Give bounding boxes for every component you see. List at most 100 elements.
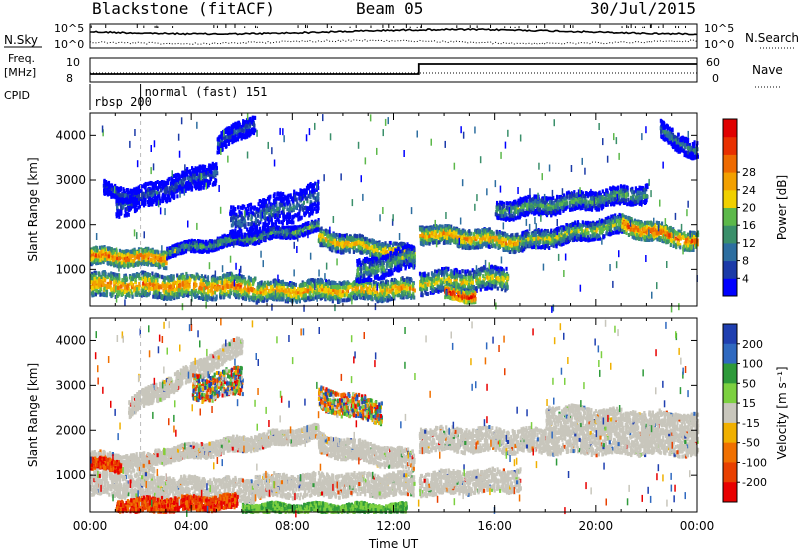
nsearch-tick-low: 10^0 [704,38,734,51]
data-cell [91,256,95,261]
data-cell [505,241,508,246]
data-cell [106,246,109,251]
data-cell [136,251,139,255]
data-cell [515,246,518,251]
data-cell [253,241,256,246]
data-cell [504,245,507,250]
data-cell [373,244,376,249]
data-cell [639,233,642,237]
data-cell [511,247,514,252]
data-cell [445,227,448,232]
data-cell [527,233,530,238]
data-cell [124,250,127,255]
data-cell [162,262,165,267]
data-cell [236,240,239,245]
data-cell [181,248,184,253]
data-cell [424,241,427,246]
data-cell [124,254,127,259]
data-cell [346,242,349,247]
data-cell [99,254,102,259]
data-cell [150,257,153,262]
data-cell [606,219,609,224]
data-cell [562,225,565,230]
data-cell [119,264,122,269]
data-cell [684,239,688,244]
data-cell [290,233,293,238]
data-cell [162,252,165,257]
data-cell [162,283,165,288]
data-cell [154,253,157,258]
data-cell [276,225,279,230]
data-cell [506,236,509,241]
data-cell [142,259,145,264]
data-cell [102,252,105,256]
data-cell [453,230,456,235]
data-cell [495,229,498,234]
data-cell [189,246,193,251]
data-cell [504,232,507,237]
data-cell [593,226,596,231]
data-cell [145,257,148,262]
data-cell [117,257,120,262]
data-cell [241,296,245,301]
data-cell [106,260,109,265]
data-cell [107,254,110,259]
data-cell [532,233,535,238]
data-cell [185,279,188,284]
data-cell [138,249,141,253]
data-cell [91,252,95,257]
data-cell [639,224,642,229]
data-cell [693,231,696,235]
data-cell [185,243,188,248]
data-cell [213,239,217,244]
data-cell [151,271,154,276]
data-cell [313,221,317,226]
data-cell [366,249,369,254]
data-cell [500,241,503,246]
data-cell [448,229,452,234]
data-cell [669,227,673,232]
data-cell [533,237,536,241]
data-cell [432,240,435,245]
data-cell [96,254,99,259]
data-cell [125,249,128,254]
data-cell [205,246,209,251]
data-cell [331,246,334,251]
data-cell [317,220,320,225]
data-cell [357,244,360,249]
data-cell [501,237,504,241]
nave-line [90,63,697,75]
data-cell [202,244,205,249]
data-cell [353,233,356,238]
data-cell [193,239,196,243]
data-cell [593,221,597,226]
data-cell [120,253,123,258]
data-cell [328,246,331,251]
data-cell [461,229,464,234]
data-cell [122,250,125,255]
data-cell [289,236,292,241]
data-cell [565,225,568,230]
data-cell [428,241,431,246]
data-cell [279,227,282,232]
data-cell [227,238,230,243]
data-cell [621,224,624,229]
data-cell [306,222,309,227]
data-cell [163,261,167,266]
data-cell [639,220,642,225]
data-cell [668,233,671,238]
data-cell [205,240,208,245]
data-cell [487,244,490,249]
data-cell [93,260,96,264]
data-cell [598,225,601,230]
data-cell [118,256,121,261]
data-cell [641,223,644,228]
data-cell [142,248,145,253]
data-cell [422,239,425,244]
data-cell [339,250,342,254]
data-cell [147,277,151,282]
nsky-label: N.Sky [4,33,38,47]
data-cell [152,262,155,267]
